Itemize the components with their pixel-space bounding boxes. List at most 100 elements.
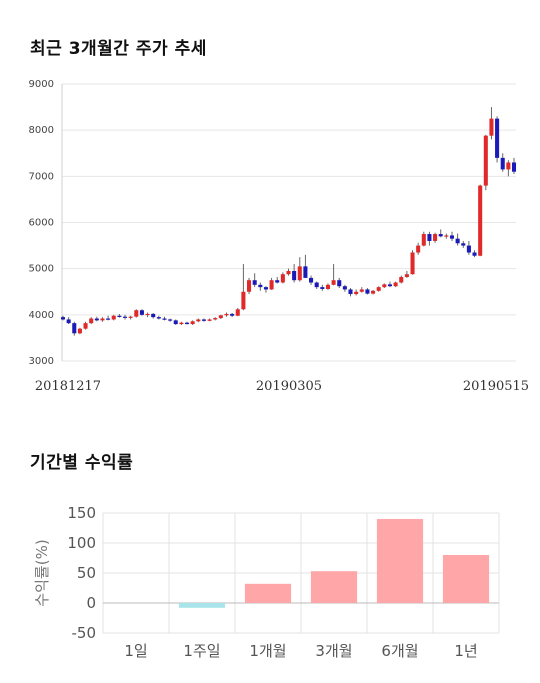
candle bbox=[511, 157, 517, 175]
candle bbox=[483, 134, 488, 191]
candle-body bbox=[280, 274, 285, 283]
candle bbox=[404, 270, 409, 278]
candle-body bbox=[342, 286, 347, 290]
candle-body bbox=[461, 243, 466, 246]
price-y-tick-label: 4000 bbox=[29, 310, 54, 321]
candle-body bbox=[348, 289, 353, 295]
candle-body bbox=[94, 318, 99, 321]
candle bbox=[455, 233, 460, 246]
candle bbox=[472, 250, 477, 258]
candle bbox=[201, 318, 206, 322]
candle bbox=[190, 320, 195, 325]
returns-y-tick-label: 50 bbox=[77, 564, 96, 582]
candle bbox=[224, 312, 229, 317]
candle-body bbox=[230, 313, 235, 316]
candle bbox=[173, 319, 178, 325]
candle bbox=[461, 240, 466, 248]
candle bbox=[331, 264, 336, 286]
candle bbox=[359, 287, 364, 293]
candle-body bbox=[309, 277, 314, 283]
candle bbox=[489, 107, 494, 140]
candle-body bbox=[89, 318, 94, 324]
candle bbox=[325, 283, 330, 290]
candle-body bbox=[478, 185, 483, 256]
candle bbox=[348, 288, 353, 297]
candle-body bbox=[151, 313, 156, 318]
candle bbox=[213, 317, 218, 321]
candle bbox=[337, 277, 342, 289]
candle-body bbox=[60, 317, 66, 320]
candle bbox=[393, 281, 398, 288]
candle-body bbox=[201, 319, 206, 321]
candle bbox=[77, 327, 82, 335]
candle-body bbox=[286, 270, 291, 275]
candle bbox=[111, 314, 116, 321]
candle-body bbox=[72, 323, 77, 334]
candle bbox=[371, 289, 376, 295]
candle-body bbox=[489, 118, 494, 136]
candle-body bbox=[325, 284, 330, 289]
candle bbox=[376, 286, 381, 292]
candle-body bbox=[66, 319, 71, 324]
candle-body bbox=[275, 280, 280, 283]
candle bbox=[416, 242, 421, 255]
candle bbox=[309, 275, 314, 285]
returns-x-tick-label: 1일 bbox=[124, 642, 147, 660]
price-x-tick-label: 20190515 bbox=[463, 379, 529, 394]
candle-body bbox=[190, 321, 195, 325]
candle-body bbox=[404, 274, 409, 277]
candle-body bbox=[213, 318, 218, 320]
candle bbox=[162, 316, 167, 321]
candle bbox=[94, 316, 99, 322]
returns-y-tick-label: 150 bbox=[67, 504, 96, 522]
returns-y-tick-label: 0 bbox=[86, 594, 96, 612]
candle bbox=[444, 233, 449, 239]
returns-bar bbox=[244, 583, 292, 603]
candle bbox=[60, 315, 66, 321]
candle-body bbox=[83, 323, 88, 329]
candle-body bbox=[359, 289, 364, 292]
candle-body bbox=[393, 282, 398, 287]
price-x-tick-label: 20190305 bbox=[256, 379, 322, 394]
returns-x-tick-label: 1년 bbox=[454, 642, 477, 660]
candle-body bbox=[410, 252, 415, 275]
candle-body bbox=[207, 319, 212, 321]
candle-body bbox=[297, 266, 302, 281]
candle bbox=[286, 268, 291, 276]
candle-body bbox=[455, 238, 460, 244]
candle-body bbox=[252, 280, 257, 285]
returns-bar bbox=[376, 519, 424, 603]
candle bbox=[117, 313, 122, 318]
candle bbox=[252, 273, 257, 288]
candle bbox=[83, 321, 88, 330]
returns-x-tick-label: 1개월 bbox=[249, 642, 286, 660]
candle-body bbox=[365, 289, 370, 294]
candle-body bbox=[269, 280, 274, 290]
returns-y-tick-label: -50 bbox=[72, 624, 97, 642]
candle-body bbox=[111, 315, 116, 320]
candle bbox=[399, 275, 404, 284]
candle bbox=[128, 315, 133, 320]
candle-body bbox=[241, 291, 246, 310]
candle-body bbox=[77, 328, 82, 334]
candle-body bbox=[399, 276, 404, 283]
candle-body bbox=[421, 234, 426, 246]
candle-body bbox=[224, 313, 229, 316]
candle-body bbox=[449, 235, 455, 239]
candle-body bbox=[466, 245, 471, 253]
price-y-tick-label: 8000 bbox=[29, 125, 54, 136]
candle-body bbox=[122, 316, 128, 318]
candle bbox=[438, 229, 443, 238]
price-y-tick-label: 3000 bbox=[29, 356, 54, 367]
candle bbox=[387, 281, 393, 288]
candle bbox=[500, 153, 505, 172]
candle bbox=[100, 317, 105, 322]
returns-y-tick-label: 100 bbox=[67, 534, 96, 552]
candle bbox=[280, 272, 285, 284]
price-y-tick-label: 9000 bbox=[29, 79, 54, 90]
candle-body bbox=[495, 118, 500, 158]
candle bbox=[207, 318, 212, 322]
candle bbox=[478, 184, 483, 257]
returns-x-tick-label: 3개월 bbox=[315, 642, 352, 660]
